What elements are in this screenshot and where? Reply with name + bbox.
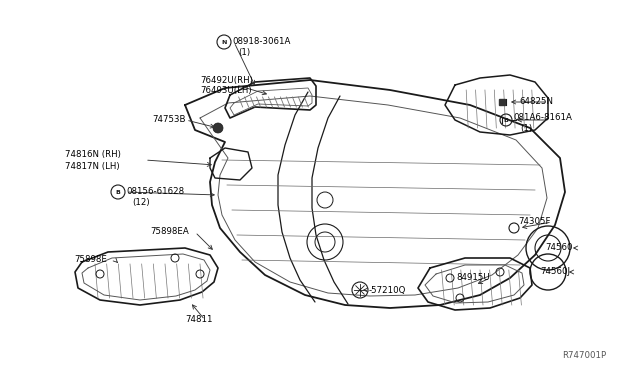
Text: -57210Q: -57210Q [369,285,406,295]
Text: 08918-3061A: 08918-3061A [232,38,291,46]
Text: 64825N: 64825N [519,97,553,106]
Text: B: B [504,118,508,122]
Text: 84915U: 84915U [456,273,490,282]
Text: B: B [116,189,120,195]
Text: N: N [221,39,227,45]
Circle shape [213,123,223,133]
Text: 74817N (LH): 74817N (LH) [65,161,120,170]
Text: 74560J: 74560J [540,267,570,276]
Text: 75898EA: 75898EA [150,228,189,237]
Text: R747001P: R747001P [562,350,606,359]
Text: (1): (1) [520,125,532,134]
Text: 75898E: 75898E [74,256,107,264]
Text: 74811: 74811 [185,315,212,324]
Text: 76493U(LH): 76493U(LH) [200,87,252,96]
Text: 74753B: 74753B [152,115,186,125]
Text: (12): (12) [132,199,150,208]
Text: 74305F: 74305F [518,218,550,227]
Text: 76492U(RH): 76492U(RH) [200,76,253,84]
Text: 08156-61628: 08156-61628 [126,187,184,196]
Text: 74560: 74560 [545,244,573,253]
Text: (1): (1) [238,48,250,58]
Text: 74816N (RH): 74816N (RH) [65,151,121,160]
Text: 081A6-8161A: 081A6-8161A [513,113,572,122]
